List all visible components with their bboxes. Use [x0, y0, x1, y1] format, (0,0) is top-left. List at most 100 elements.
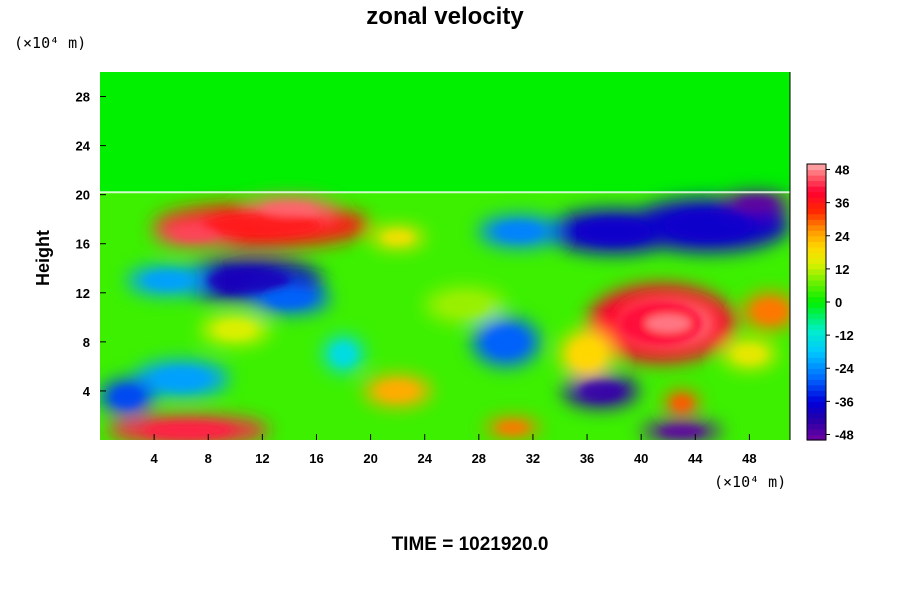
velocity-cell-core: [579, 381, 622, 401]
velocity-cell-core: [216, 321, 254, 338]
colorbar-segment: [807, 241, 826, 248]
colorbar-segment: [807, 263, 826, 270]
colorbar-segment: [807, 197, 826, 204]
colorbar-segment: [807, 235, 826, 242]
colorbar-segment: [807, 395, 826, 402]
colorbar-tick-label: 0: [835, 295, 842, 310]
colorbar-segment: [807, 384, 826, 391]
velocity-cell-core: [263, 202, 316, 217]
colorbar-segment: [807, 351, 826, 358]
colorbar-segment: [807, 169, 826, 176]
x-tick-label: 12: [255, 451, 269, 466]
velocity-cell-core: [672, 396, 692, 410]
colorbar: [806, 163, 827, 441]
x-tick-label: 20: [363, 451, 377, 466]
y-tick-label: 24: [76, 139, 91, 154]
colorbar-segment: [807, 373, 826, 380]
x-unit-label: (×10⁴ m): [714, 473, 786, 491]
colorbar-tick-label: 48: [835, 163, 849, 178]
colorbar-segment: [807, 202, 826, 209]
colorbar-segment: [807, 175, 826, 182]
colorbar-segment: [807, 423, 826, 430]
colorbar-segment: [807, 257, 826, 264]
colorbar-segment: [807, 191, 826, 198]
colorbar-tick-label: -24: [835, 361, 855, 376]
colorbar-segment: [807, 290, 826, 298]
colorbar-segment: [807, 412, 826, 419]
velocity-cell-core: [664, 210, 754, 241]
colorbar-segment: [807, 318, 826, 325]
velocity-cell-core: [734, 346, 765, 363]
x-tick-label: 4: [151, 451, 159, 466]
velocity-cell-core: [572, 340, 602, 368]
velocity-cell-core: [659, 426, 705, 437]
colorbar-tick-label: 12: [835, 262, 849, 277]
velocity-cell-core: [267, 290, 312, 308]
velocity-cell-core: [576, 219, 652, 244]
velocity-cell-core: [497, 222, 542, 241]
colorbar-segment: [807, 274, 826, 281]
velocity-cell-core: [143, 422, 233, 439]
colorbar-segment: [807, 368, 826, 375]
colorbar-segment: [807, 362, 826, 369]
velocity-cell-core: [172, 227, 218, 241]
colorbar-segment: [807, 219, 826, 226]
colorbar-segment: [807, 390, 826, 397]
colorbar-segment: [807, 406, 826, 413]
velocity-cell-core: [645, 314, 691, 333]
colorbar-segment: [807, 357, 826, 364]
velocity-cell-core: [155, 368, 208, 389]
x-tick-label: 32: [526, 451, 540, 466]
velocity-cell-core: [145, 272, 190, 289]
y-tick-label: 28: [76, 90, 90, 105]
velocity-cell-core: [112, 386, 142, 408]
y-axis-label: Height: [33, 230, 53, 286]
y-tick-label: 8: [83, 335, 90, 350]
y-tick-label: 12: [76, 286, 90, 301]
x-tick-label: 24: [417, 451, 432, 466]
velocity-cell-core: [754, 301, 785, 322]
colorbar-segment: [807, 417, 826, 425]
colorbar-segment: [807, 335, 826, 342]
colorbar-tick-label: -48: [835, 427, 854, 442]
colorbar-segment: [807, 268, 826, 275]
velocity-cell-core: [207, 268, 290, 293]
x-tick-label: 44: [688, 451, 703, 466]
x-tick-label: 8: [205, 451, 212, 466]
colorbar-segment: [807, 340, 826, 347]
colorbar-segment: [807, 329, 826, 336]
y-tick-label: 20: [76, 188, 90, 203]
x-tick-label: 48: [742, 451, 756, 466]
velocity-cell-core: [737, 197, 775, 210]
y-tick-label: 16: [76, 237, 90, 252]
velocity-cell-core: [442, 294, 488, 316]
colorbar-tick-label: -12: [835, 328, 854, 343]
chart-title: zonal velocity: [366, 3, 524, 30]
colorbar-tick-label: 36: [835, 196, 849, 211]
colorbar-segment: [807, 296, 826, 303]
colorbar-segment: [807, 213, 826, 220]
colorbar-segment: [807, 313, 826, 320]
colorbar-segment: [807, 324, 826, 331]
x-tick-label: 28: [472, 451, 486, 466]
x-tick-label: 16: [309, 451, 323, 466]
colorbar-segment: [807, 180, 826, 187]
colorbar-segment: [807, 346, 826, 353]
velocity-cell-core: [497, 422, 528, 434]
colorbar-segment: [807, 252, 826, 259]
colorbar-segment: [807, 434, 826, 441]
colorbar-segment: [807, 285, 826, 292]
colorbar-segment: [807, 164, 826, 171]
colorbar-segment: [807, 279, 826, 287]
colorbar-segment: [807, 428, 826, 436]
velocity-cell-core: [382, 231, 413, 244]
velocity-cell-core: [379, 382, 417, 400]
colorbar-segment: [807, 224, 826, 231]
colorbar-tick-label: -36: [835, 394, 854, 409]
x-tick-label: 36: [580, 451, 594, 466]
colorbar-segment: [807, 379, 826, 386]
y-tick-label: 4: [83, 384, 91, 399]
colorbar-segment: [807, 208, 826, 215]
colorbar-tick-label: 24: [835, 229, 850, 244]
